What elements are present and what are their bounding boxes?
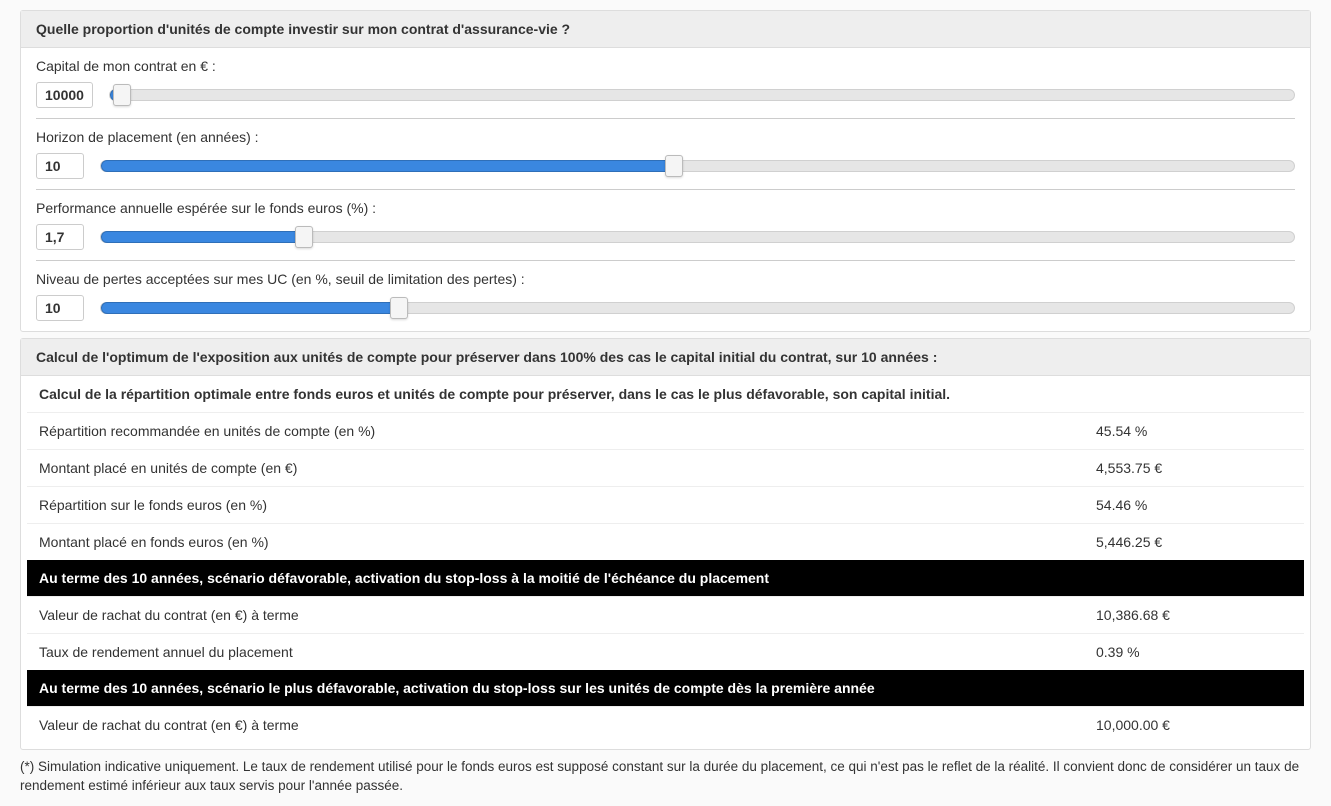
slider-value-input[interactable]: 1,7 [36, 224, 84, 250]
slider-line: 10 [36, 153, 1295, 179]
slider-row: Niveau de pertes acceptées sur mes UC (e… [36, 271, 1295, 325]
footnote: (*) Simulation indicative uniquement. Le… [20, 758, 1311, 796]
slider-fill [101, 302, 399, 314]
result-label: Montant placé en fonds euros (en %) [27, 524, 1084, 561]
result-label: Valeur de rachat du contrat (en €) à ter… [27, 597, 1084, 634]
slider-thumb[interactable] [295, 226, 313, 248]
slider-thumb[interactable] [390, 297, 408, 319]
slider-value-input[interactable]: 10 [36, 153, 84, 179]
slider-row: Horizon de placement (en années) : 10 [36, 129, 1295, 190]
scenario-header: Au terme des 10 années, scénario défavor… [27, 560, 1304, 597]
table-row: Valeur de rachat du contrat (en €) à ter… [27, 707, 1304, 744]
slider-line: 10000 [36, 82, 1295, 108]
slider-line: 1,7 [36, 224, 1295, 250]
slider-value-input[interactable]: 10 [36, 295, 84, 321]
result-value: 5,446.25 € [1084, 524, 1304, 561]
slider-row: Capital de mon contrat en € : 10000 [36, 58, 1295, 119]
result-label: Répartition recommandée en unités de com… [27, 413, 1084, 450]
table-row: Taux de rendement annuel du placement0.3… [27, 634, 1304, 671]
result-label: Répartition sur le fonds euros (en %) [27, 487, 1084, 524]
results-panel-title: Calcul de l'optimum de l'exposition aux … [21, 339, 1310, 376]
results-panel: Calcul de l'optimum de l'exposition aux … [20, 338, 1311, 750]
inputs-panel-body: Capital de mon contrat en € : 10000 Horizo… [21, 48, 1310, 331]
inputs-panel: Quelle proportion d'unités de compte inv… [20, 10, 1311, 332]
result-value: 10,386.68 € [1084, 597, 1304, 634]
result-value: 4,553.75 € [1084, 450, 1304, 487]
results-table: Calcul de la répartition optimale entre … [27, 376, 1304, 743]
result-value: 10,000.00 € [1084, 707, 1304, 744]
slider-track[interactable] [100, 231, 1295, 243]
slider-label: Performance annuelle espérée sur le fond… [36, 200, 1295, 216]
result-value: 45.54 % [1084, 413, 1304, 450]
section-header: Calcul de la répartition optimale entre … [27, 376, 1304, 413]
table-row: Montant placé en unités de compte (en €)… [27, 450, 1304, 487]
slider-track[interactable] [100, 160, 1295, 172]
slider-track[interactable] [109, 89, 1295, 101]
slider-label: Niveau de pertes acceptées sur mes UC (e… [36, 271, 1295, 287]
table-row: Montant placé en fonds euros (en %)5,446… [27, 524, 1304, 561]
results-panel-body: Calcul de la répartition optimale entre … [21, 376, 1310, 749]
table-row: Répartition recommandée en unités de com… [27, 413, 1304, 450]
slider-label: Horizon de placement (en années) : [36, 129, 1295, 145]
slider-row: Performance annuelle espérée sur le fond… [36, 200, 1295, 261]
table-row: Répartition sur le fonds euros (en %)54.… [27, 487, 1304, 524]
inputs-panel-title: Quelle proportion d'unités de compte inv… [21, 11, 1310, 48]
result-value: 54.46 % [1084, 487, 1304, 524]
slider-value-input[interactable]: 10000 [36, 82, 93, 108]
slider-track[interactable] [100, 302, 1295, 314]
result-label: Taux de rendement annuel du placement [27, 634, 1084, 671]
table-row: Valeur de rachat du contrat (en €) à ter… [27, 597, 1304, 634]
slider-thumb[interactable] [113, 84, 131, 106]
slider-thumb[interactable] [665, 155, 683, 177]
slider-fill [101, 231, 304, 243]
slider-line: 10 [36, 295, 1295, 321]
scenario-header: Au terme des 10 années, scénario le plus… [27, 670, 1304, 707]
result-value: 0.39 % [1084, 634, 1304, 671]
slider-label: Capital de mon contrat en € : [36, 58, 1295, 74]
result-label: Valeur de rachat du contrat (en €) à ter… [27, 707, 1084, 744]
result-label: Montant placé en unités de compte (en €) [27, 450, 1084, 487]
slider-fill [101, 160, 674, 172]
